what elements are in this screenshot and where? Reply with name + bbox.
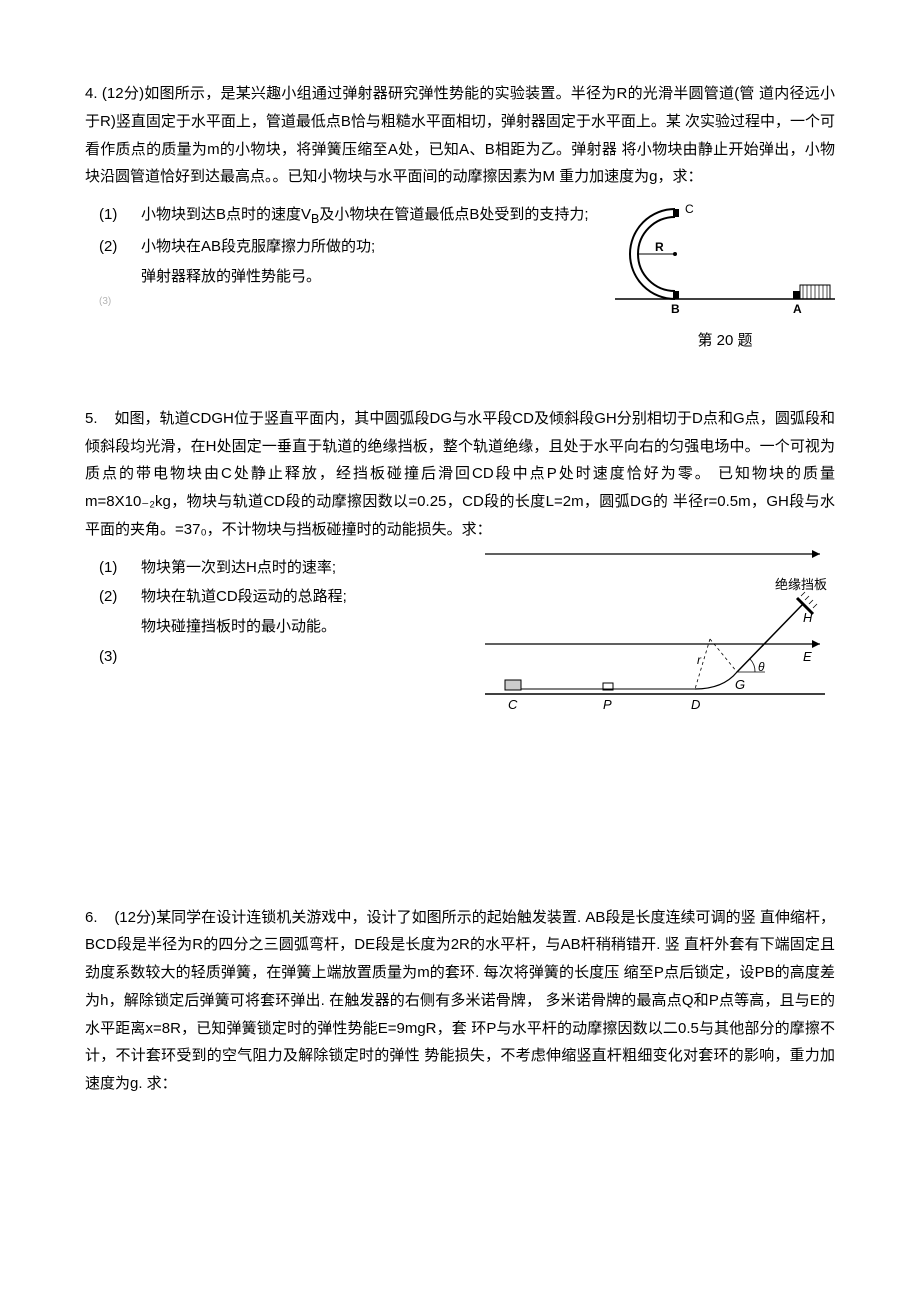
q4-body: 4. (12分)如图所示，是某兴趣小组通过弹射器研究弹性势能的实验装置。半径为R…	[85, 80, 835, 191]
q4-sub-3: 弹射器释放的弹性势能弓。	[85, 263, 615, 291]
sub-number: (2)	[85, 583, 141, 611]
q5-sub-1: (1) 物块第一次到达H点时的速率;	[85, 554, 475, 582]
q6-text: (12分)某同学在设计连锁机关游戏中，设计了如图所示的起始触发装置. AB段是长…	[85, 909, 835, 1093]
q5-sub-3: 物块碰撞挡板时的最小动能。	[85, 613, 475, 641]
question-5: 5. 如图，轨道CDGH位于竖直平面内，其中圆弧段DG与水平段CD及倾斜段GH分…	[85, 405, 835, 714]
q4-text: (12分)如图所示，是某兴趣小组通过弹射器研究弹性势能的实验装置。半径为R的光滑…	[85, 85, 835, 185]
label-b: B	[671, 302, 680, 316]
label-board: 绝缘挡板	[775, 577, 827, 592]
q5-figure: E r θ	[475, 544, 835, 714]
sub-text: 物块碰撞挡板时的最小动能。	[141, 613, 475, 641]
label-d: D	[691, 697, 700, 712]
q4-number: 4.	[85, 85, 98, 102]
q5-subquestions: (1) 物块第一次到达H点时的速率; (2) 物块在轨道CD段运动的总路程; 物…	[85, 554, 475, 671]
q4-figure: C R B A 第 20 题	[615, 191, 835, 355]
sub-number: (3)	[85, 293, 141, 312]
q5-sub-2: (2) 物块在轨道CD段运动的总路程;	[85, 583, 475, 611]
sub-number: (3)	[85, 643, 141, 671]
q4-sub-hidden: (3)	[85, 293, 615, 312]
q5-body: 5. 如图，轨道CDGH位于竖直平面内，其中圆弧段DG与水平段CD及倾斜段GH分…	[85, 405, 835, 544]
label-c: C	[685, 202, 694, 216]
q4-sub-1: (1) 小物块到达B点时的速度VB及小物块在管道最低点B处受到的支持力;	[85, 201, 615, 231]
q5-number: 5.	[85, 410, 98, 427]
q4-sub-2: (2) 小物块在AB段克服摩擦力所做的功;	[85, 233, 615, 261]
sub-text: 小物块到达B点时的速度VB及小物块在管道最低点B处受到的支持力;	[141, 201, 615, 231]
sub-number: (1)	[85, 554, 141, 582]
label-theta: θ	[758, 660, 765, 674]
label-g: G	[735, 677, 745, 692]
svg-text:r: r	[697, 653, 702, 667]
q4-subquestions: (1) 小物块到达B点时的速度VB及小物块在管道最低点B处受到的支持力; (2)…	[85, 201, 615, 311]
q5-sub-3n: (3)	[85, 643, 475, 671]
q6-body: 6. (12分)某同学在设计连锁机关游戏中，设计了如图所示的起始触发装置. AB…	[85, 904, 835, 1098]
sub-number: (2)	[85, 233, 141, 261]
label-r: R	[655, 240, 664, 254]
q5-text: 如图，轨道CDGH位于竖直平面内，其中圆弧段DG与水平段CD及倾斜段GH分别相切…	[85, 410, 835, 538]
sub-text: 物块第一次到达H点时的速率;	[141, 554, 475, 582]
sub-text: 小物块在AB段克服摩擦力所做的功;	[141, 233, 615, 261]
q4-diagram-svg: C R B A	[615, 191, 835, 321]
q5-diagram-svg: E r θ	[475, 544, 835, 714]
label-h: H	[803, 610, 813, 625]
label-a: A	[793, 302, 802, 316]
q4-caption: 第 20 题	[615, 327, 835, 355]
sub-text: 物块在轨道CD段运动的总路程;	[141, 583, 475, 611]
q6-number: 6.	[85, 909, 98, 926]
label-e: E	[803, 649, 812, 664]
label-p: P	[603, 697, 612, 712]
question-6: 6. (12分)某同学在设计连锁机关游戏中，设计了如图所示的起始触发装置. AB…	[85, 904, 835, 1098]
sub-number: (1)	[85, 201, 141, 229]
label-c: C	[508, 697, 518, 712]
question-4: 4. (12分)如图所示，是某兴趣小组通过弹射器研究弹性势能的实验装置。半径为R…	[85, 80, 835, 355]
sub-text: 弹射器释放的弹性势能弓。	[141, 263, 615, 291]
